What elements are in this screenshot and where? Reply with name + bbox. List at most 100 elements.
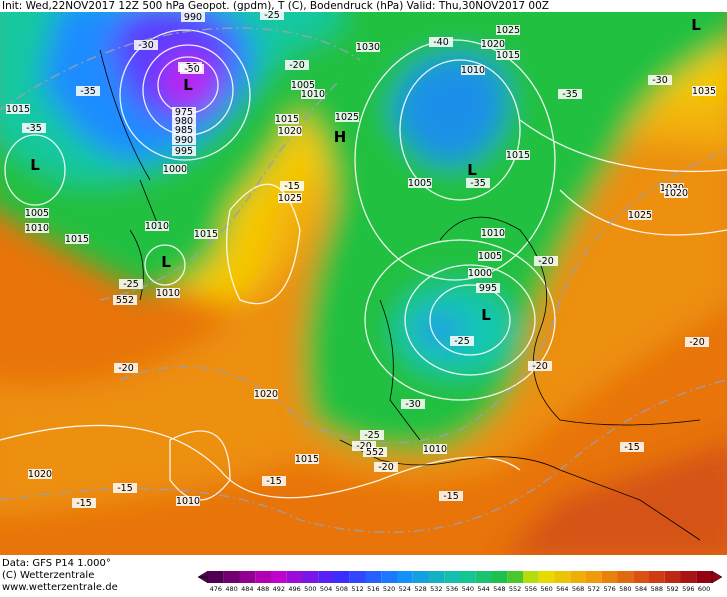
- colorbar-tick-label: 540: [462, 585, 474, 593]
- map-label: -20: [689, 337, 705, 348]
- colorbar-tick-label: 512: [351, 585, 363, 593]
- map-label: -30: [405, 399, 421, 410]
- map-label: 1025: [335, 112, 359, 123]
- map-label-bg: [301, 89, 325, 99]
- pressure-center: L: [481, 306, 491, 324]
- map-label-group: -20: [528, 361, 552, 372]
- map-label-group: 1025: [628, 210, 652, 221]
- map-label-group: -20: [685, 337, 709, 348]
- map-label: 1010: [423, 444, 447, 455]
- colorbar-tick-label: 576: [603, 585, 615, 593]
- map-label-group: 990: [181, 12, 205, 23]
- map-label-group: -30: [648, 75, 672, 86]
- pressure-center: L: [467, 161, 477, 179]
- map-label-group: -20: [352, 441, 376, 452]
- map-label-group: 1015: [295, 454, 319, 465]
- map-label-bg: [648, 75, 672, 85]
- map-label: 1020: [664, 188, 688, 199]
- colorbar-tick-label: 508: [336, 585, 348, 593]
- map-label-group: -20: [114, 363, 138, 374]
- colorbar-tick-label: 564: [556, 585, 568, 593]
- map-label-group: 1000: [468, 268, 492, 279]
- map-label-bg: [156, 288, 180, 298]
- map-label-bg: [352, 441, 376, 451]
- colorbar-swatch: [412, 571, 429, 583]
- map-label-group: 1025: [496, 25, 520, 36]
- colorbar-tick-label: 572: [588, 585, 600, 593]
- map-label-group: 1020: [254, 389, 278, 400]
- map-label-bg: [558, 89, 582, 99]
- map-label-bg: [113, 483, 137, 493]
- colorbar-swatch: [491, 571, 508, 583]
- map-label: 1015: [506, 150, 530, 161]
- footer-data: Data: GFS P14 1.000°: [2, 558, 111, 569]
- map-label: -35: [470, 178, 486, 189]
- colorbar-swatch: [334, 571, 350, 583]
- pressure-center: L: [183, 76, 193, 94]
- map-label-group: 1010: [145, 221, 169, 232]
- map-label-group: 1025: [278, 193, 302, 204]
- map-label-bg: [172, 107, 196, 117]
- pressure-center: L: [30, 156, 40, 174]
- map-labels: 990-25-30-351015-35-50L-50L9759809859909…: [6, 10, 716, 509]
- map-label-group: 1020: [278, 126, 302, 137]
- pressure-center: H: [334, 128, 347, 146]
- map-label-bg: [180, 64, 204, 74]
- map-label: -20: [532, 361, 548, 372]
- map-label: -20: [538, 256, 554, 267]
- map-label-bg: [692, 86, 716, 96]
- map-label-bg: [478, 251, 502, 261]
- map-label-group: 1035: [692, 86, 716, 97]
- map-label: 1015: [295, 454, 319, 465]
- map-label-bg: [401, 399, 425, 409]
- map-label: 990: [184, 12, 202, 23]
- map-label-bg: [194, 229, 218, 239]
- map-label: 552: [116, 295, 134, 306]
- map-label-group: H: [334, 128, 347, 146]
- map-label: 995: [175, 146, 193, 157]
- map-label-group: 1010: [25, 223, 49, 234]
- map-label-group: 1010: [301, 89, 325, 100]
- map-label-bg: [172, 125, 196, 135]
- map-label-bg: [65, 234, 89, 244]
- map-label: 1035: [692, 86, 716, 97]
- colorbar-tick-label: 488: [257, 585, 269, 593]
- colorbar-swatch: [302, 571, 319, 583]
- colorbar-swatch: [507, 571, 523, 583]
- map-label-group: -15: [280, 181, 304, 192]
- map-label-bg: [450, 336, 474, 346]
- map-label-group: 995: [476, 283, 500, 294]
- map-label-bg: [476, 283, 500, 293]
- map-label-bg: [429, 37, 453, 47]
- colorbar-tick-label: 596: [682, 585, 694, 593]
- colorbar-swatch: [208, 571, 224, 583]
- colorbar-swatch: [633, 571, 649, 583]
- map-label: 1020: [254, 389, 278, 400]
- map-label-group: 1025: [335, 112, 359, 123]
- map-label: 1010: [176, 496, 200, 507]
- map-label-group: -15: [72, 498, 96, 509]
- map-label-bg: [275, 114, 299, 124]
- map-label: -15: [117, 483, 133, 494]
- map-label: 1015: [65, 234, 89, 245]
- map-label: -20: [289, 60, 305, 71]
- colorbar-swatch: [365, 571, 382, 583]
- map-label-bg: [114, 363, 138, 373]
- map-label: 1010: [156, 288, 180, 299]
- map-label-bg: [620, 442, 644, 452]
- map-label-bg: [25, 223, 49, 233]
- colorbar-tick-label: 528: [414, 585, 426, 593]
- map-label: -25: [364, 430, 380, 441]
- colorbar-tick-label: 580: [619, 585, 631, 593]
- map-label-bg: [163, 164, 187, 174]
- colorbar-tick-label: 516: [367, 585, 379, 593]
- map-label-bg: [176, 496, 200, 506]
- colorbar-swatch: [617, 571, 634, 583]
- map-label-bg: [481, 228, 505, 238]
- colorbar-tick-label: 524: [399, 585, 411, 593]
- map-label-group: 1010: [156, 288, 180, 299]
- map-label-group: -40: [429, 37, 453, 48]
- colorbar-swatch: [286, 571, 303, 583]
- map-label-bg: [295, 454, 319, 464]
- map-label-bg: [278, 193, 302, 203]
